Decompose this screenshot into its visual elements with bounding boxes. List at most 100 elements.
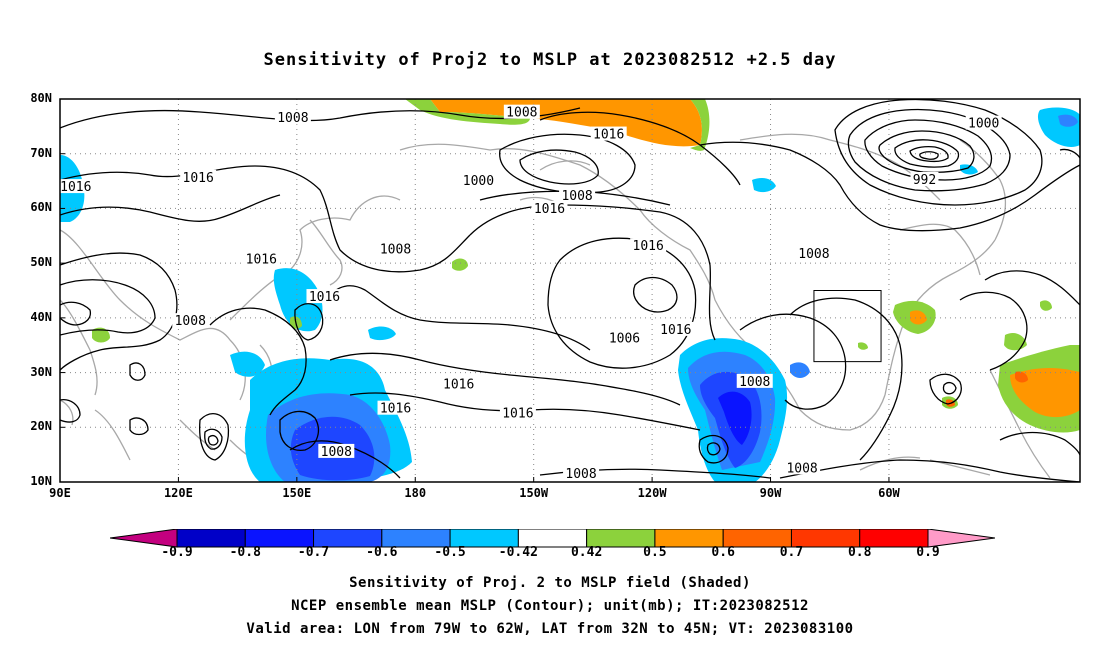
contour-label: 992 [913, 173, 936, 188]
colorbar-label: -0.6 [366, 545, 398, 560]
contour-label-bg [563, 465, 600, 480]
colorbar [110, 529, 995, 548]
contour-label-bg [965, 115, 1002, 130]
contour-label-bg [784, 460, 821, 475]
caption-line-2: NCEP ensemble mean MSLP (Contour); unit(… [291, 598, 809, 614]
contour-labels: 1008 1008 1008 1000 992 1016 1016 1016 1016 1000 1… [60, 83, 1100, 482]
colorbar-label: 0.5 [643, 545, 667, 560]
shade-blue-arctic-east [1058, 114, 1078, 127]
caption-line-1: Sensitivity of Proj. 2 to MSLP field (Sh… [349, 575, 751, 591]
contour-label-bg [559, 187, 596, 202]
shade-green-east-small [1040, 300, 1052, 311]
shade-lightblue-japan [273, 268, 323, 332]
contour-label: 1008 [739, 375, 770, 390]
grid-lines [60, 99, 1080, 482]
contour-label-bg [795, 245, 832, 260]
contour-label: 1016 [593, 128, 624, 143]
lat-label: 20N [30, 419, 52, 434]
lon-label: 90W [759, 486, 782, 500]
contour-label-bg [736, 373, 773, 388]
contour-label: 1008 [380, 242, 411, 257]
contour-label-bg [306, 289, 343, 304]
contour-label: 1016 [534, 202, 565, 217]
shade-darkorange-atlantic [1015, 371, 1028, 383]
lon-label: 90E [49, 486, 71, 500]
contour-label-bg [630, 238, 667, 253]
shade-green-china [92, 327, 110, 343]
contour-label-bg [531, 200, 568, 215]
contour-label: 1008 [277, 111, 308, 126]
contour-label: 1016 [183, 171, 214, 186]
contour-label: 1008 [175, 314, 206, 329]
axis-ticks [59, 98, 890, 483]
valid-area-box [813, 290, 882, 363]
contour-label: 1016 [246, 252, 277, 267]
colorbar-label: 0.7 [779, 545, 804, 560]
contour-label-bg [172, 313, 209, 328]
colorbar-label: 0.9 [916, 545, 940, 560]
lat-label: 40N [30, 309, 52, 324]
contour-label-bg [657, 321, 694, 336]
plot-frame [59, 98, 1081, 483]
contour-label: 1008 [798, 247, 829, 262]
contour-label-bg [377, 400, 414, 415]
contour-label: 1016 [60, 180, 91, 195]
contour-label-bg [606, 330, 643, 345]
contour-label: 1016 [309, 290, 340, 305]
contour-label-bg [1084, 182, 1100, 196]
contour-label-bg [318, 443, 355, 458]
map-title: Sensitivity of Proj2 to MSLP at 20230825… [263, 50, 837, 70]
lon-label: 120E [163, 486, 193, 500]
contour-label: 1008 [321, 445, 352, 460]
contour-label: 1016 [443, 378, 474, 393]
contour-label-bg [590, 126, 627, 141]
lon-label: 150W [519, 486, 549, 500]
contour-label: 1008 [786, 461, 817, 476]
contour-label: 1016 [1086, 183, 1100, 198]
contour-label: 1016 [380, 402, 411, 417]
contour-label: 1008 [565, 467, 596, 482]
lat-label: 80N [30, 91, 52, 105]
contour-label-bg [1021, 83, 1057, 97]
contour-label: 1008 [506, 106, 537, 121]
caption-line-3: Valid area: LON from 79W to 62W, LAT fro… [246, 621, 854, 637]
colorbar-label: -0.8 [229, 545, 261, 560]
shade-green-dateline [452, 258, 468, 271]
contour-label: 1006 [609, 332, 640, 347]
colorbar-label: -0.7 [297, 545, 330, 560]
contour-label-bg [180, 169, 217, 184]
lat-label: 70N [30, 145, 52, 160]
contour-label-bg [503, 104, 540, 119]
shade-lightblue-pacific-small [368, 326, 396, 341]
contour-label-bg [499, 405, 536, 420]
shade-orange-arctic [430, 99, 702, 147]
lon-label: 180 [404, 486, 427, 500]
lat-label: 30N [30, 364, 52, 379]
colorbar-label: 0.8 [847, 545, 872, 560]
contour-label: 1016 [633, 239, 664, 254]
contour-label-bg [460, 173, 497, 188]
shade-lightblue-hudson [960, 164, 978, 175]
sensitivity-shading [60, 99, 1080, 482]
colorbar-label: 0.6 [711, 545, 735, 560]
contour-label-bg [377, 241, 414, 256]
shade-lightblue-arctic-east [1037, 107, 1080, 147]
lat-label: 60N [30, 200, 52, 215]
colorbar-label: -0.9 [161, 545, 193, 560]
contour-label-bg [60, 179, 94, 194]
contour-label: 1016 [660, 323, 691, 338]
shade-lightblue-gulf [790, 362, 810, 378]
colorbar-swatch [927, 529, 995, 548]
contour-label: 1000 [968, 117, 999, 132]
contour-label: 1008 [1023, 84, 1054, 99]
contour-label-bg [910, 171, 939, 186]
lon-label: 60W [878, 486, 900, 500]
lat-label: 50N [30, 255, 52, 270]
lon-label: 120W [637, 486, 667, 500]
contour-label-bg [440, 376, 477, 391]
colorbar-label: 0.42 [570, 545, 603, 560]
contour-label: 1016 [502, 407, 533, 422]
shade-lightblue-japan-south [230, 351, 265, 377]
shade-lightblue-canada [752, 178, 776, 193]
